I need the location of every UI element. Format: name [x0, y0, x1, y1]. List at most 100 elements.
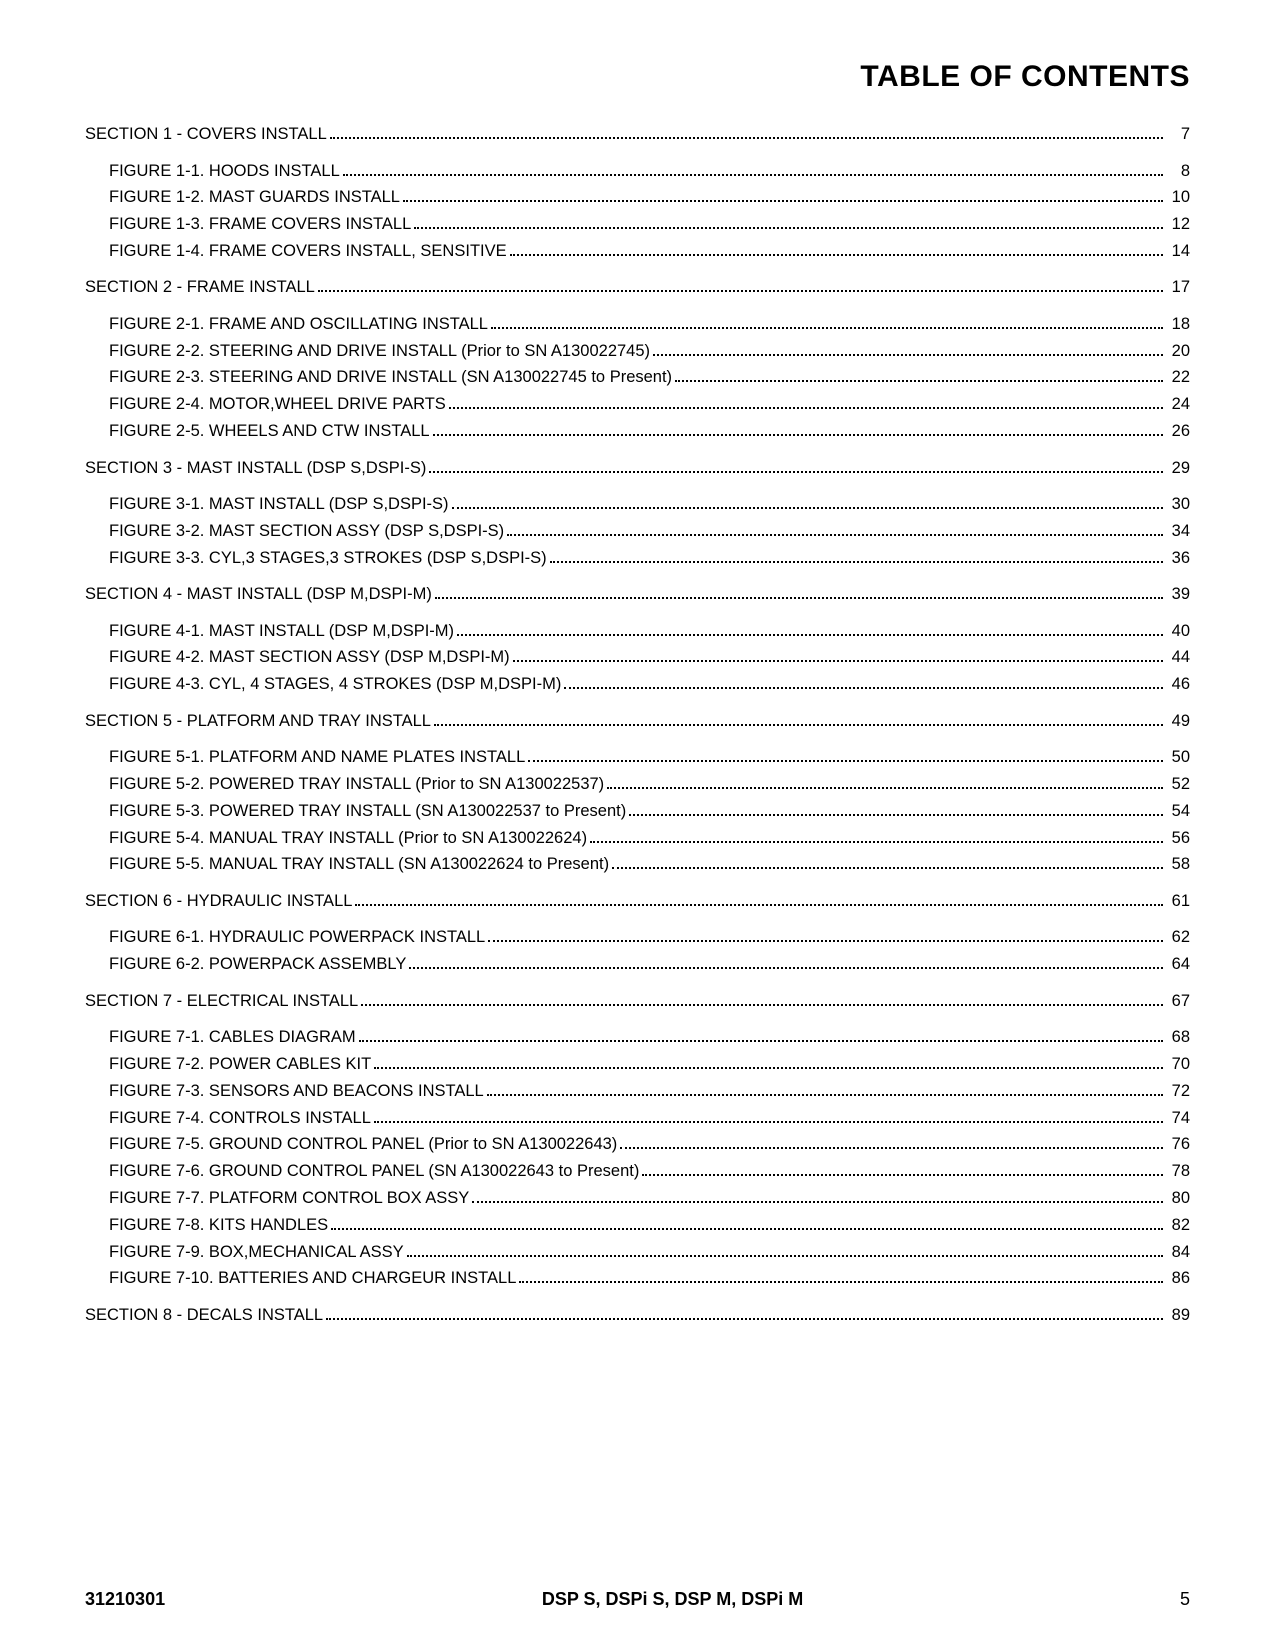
- toc-entry-page: 46: [1166, 676, 1190, 693]
- toc-entry-page: 80: [1166, 1190, 1190, 1207]
- toc-figure-row: FIGURE 7-4. CONTROLS INSTALL 74: [109, 1110, 1190, 1127]
- toc-entry-page: 36: [1166, 550, 1190, 567]
- toc-entry-label: FIGURE 1-1. HOODS INSTALL: [109, 163, 340, 180]
- toc-leader-dots: [620, 1137, 1163, 1149]
- toc-entry-label: FIGURE 4-1. MAST INSTALL (DSP M,DSPI-M): [109, 623, 454, 640]
- toc-entry-page: 84: [1166, 1244, 1190, 1261]
- toc-figure-row: FIGURE 2-2. STEERING AND DRIVE INSTALL (…: [109, 343, 1190, 360]
- toc-leader-dots: [449, 397, 1163, 409]
- toc-figure-row: FIGURE 7-3. SENSORS AND BEACONS INSTALL …: [109, 1083, 1190, 1100]
- toc-entry-page: 10: [1166, 189, 1190, 206]
- toc-leader-dots: [607, 777, 1163, 789]
- toc-entry-page: 39: [1166, 586, 1190, 603]
- page-title: TABLE OF CONTENTS: [85, 60, 1190, 94]
- toc-leader-dots: [359, 1030, 1163, 1042]
- toc-entry-page: 34: [1166, 523, 1190, 540]
- toc-entry-label: FIGURE 4-2. MAST SECTION ASSY (DSP M,DSP…: [109, 649, 510, 666]
- toc-figure-row: FIGURE 2-1. FRAME AND OSCILLATING INSTAL…: [109, 316, 1190, 333]
- toc-entry-page: 76: [1166, 1136, 1190, 1153]
- toc-section-row: SECTION 4 - MAST INSTALL (DSP M,DSPI-M) …: [85, 586, 1190, 603]
- toc-entry-label: SECTION 6 - HYDRAULIC INSTALL: [85, 893, 352, 910]
- toc-entry-label: FIGURE 3-1. MAST INSTALL (DSP S,DSPI-S): [109, 496, 449, 513]
- toc-figure-row: FIGURE 4-2. MAST SECTION ASSY (DSP M,DSP…: [109, 649, 1190, 666]
- toc-entry-page: 54: [1166, 803, 1190, 820]
- toc-entry-label: FIGURE 6-2. POWERPACK ASSEMBLY: [109, 956, 406, 973]
- toc-entry-page: 20: [1166, 343, 1190, 360]
- toc-leader-dots: [590, 830, 1163, 842]
- toc-entry-label: FIGURE 2-2. STEERING AND DRIVE INSTALL (…: [109, 343, 650, 360]
- toc-entry-page: 29: [1166, 460, 1190, 477]
- footer-model-list: DSP S, DSPi S, DSP M, DSPi M: [542, 1589, 803, 1610]
- toc-entry-page: 61: [1166, 893, 1190, 910]
- toc-leader-dots: [433, 424, 1163, 436]
- toc-leader-dots: [507, 524, 1163, 536]
- toc-figure-row: FIGURE 2-4. MOTOR,WHEEL DRIVE PARTS 24: [109, 396, 1190, 413]
- toc-entry-label: SECTION 2 - FRAME INSTALL: [85, 279, 315, 296]
- toc-figure-row: FIGURE 1-1. HOODS INSTALL 8: [109, 163, 1190, 180]
- toc-entry-label: FIGURE 2-1. FRAME AND OSCILLATING INSTAL…: [109, 316, 488, 333]
- toc-figure-row: FIGURE 4-1. MAST INSTALL (DSP M,DSPI-M) …: [109, 623, 1190, 640]
- toc-entry-page: 89: [1166, 1307, 1190, 1324]
- toc-leader-dots: [343, 163, 1163, 175]
- toc-section-row: SECTION 6 - HYDRAULIC INSTALL 61: [85, 893, 1190, 910]
- toc-entry-label: SECTION 5 - PLATFORM AND TRAY INSTALL: [85, 713, 431, 730]
- toc-entry-label: FIGURE 2-3. STEERING AND DRIVE INSTALL (…: [109, 369, 672, 386]
- toc-figure-row: FIGURE 1-3. FRAME COVERS INSTALL 12: [109, 216, 1190, 233]
- toc-entry-page: 72: [1166, 1083, 1190, 1100]
- toc-entry-page: 67: [1166, 993, 1190, 1010]
- toc-entry-label: FIGURE 6-1. HYDRAULIC POWERPACK INSTALL: [109, 929, 485, 946]
- toc-entry-label: FIGURE 5-1. PLATFORM AND NAME PLATES INS…: [109, 749, 525, 766]
- toc-leader-dots: [513, 650, 1163, 662]
- toc-leader-dots: [374, 1110, 1163, 1122]
- toc-figure-row: FIGURE 1-2. MAST GUARDS INSTALL 10: [109, 189, 1190, 206]
- toc-leader-dots: [361, 993, 1163, 1005]
- toc-entry-label: FIGURE 3-3. CYL,3 STAGES,3 STROKES (DSP …: [109, 550, 547, 567]
- toc-entry-page: 86: [1166, 1270, 1190, 1287]
- toc-figure-row: FIGURE 7-1. CABLES DIAGRAM 68: [109, 1029, 1190, 1046]
- toc-figure-row: FIGURE 7-8. KITS HANDLES 82: [109, 1217, 1190, 1234]
- toc-entry-label: FIGURE 2-5. WHEELS AND CTW INSTALL: [109, 423, 430, 440]
- toc-entry-page: 52: [1166, 776, 1190, 793]
- toc-entry-label: FIGURE 5-3. POWERED TRAY INSTALL (SN A13…: [109, 803, 626, 820]
- toc-leader-dots: [331, 1217, 1163, 1229]
- footer-doc-number: 31210301: [85, 1589, 165, 1610]
- toc-figure-row: FIGURE 3-3. CYL,3 STAGES,3 STROKES (DSP …: [109, 550, 1190, 567]
- toc-entry-label: FIGURE 7-6. GROUND CONTROL PANEL (SN A13…: [109, 1163, 639, 1180]
- toc-entry-page: 14: [1166, 243, 1190, 260]
- toc-entry-page: 18: [1166, 316, 1190, 333]
- toc-entry-label: SECTION 4 - MAST INSTALL (DSP M,DSPI-M): [85, 586, 432, 603]
- toc-figure-row: FIGURE 2-3. STEERING AND DRIVE INSTALL (…: [109, 369, 1190, 386]
- toc-section-row: SECTION 8 - DECALS INSTALL 89: [85, 1307, 1190, 1324]
- toc-entry-label: FIGURE 7-4. CONTROLS INSTALL: [109, 1110, 371, 1127]
- toc-leader-dots: [452, 497, 1163, 509]
- toc-figure-row: FIGURE 5-3. POWERED TRAY INSTALL (SN A13…: [109, 803, 1190, 820]
- toc-figure-row: FIGURE 4-3. CYL, 4 STAGES, 4 STROKES (DS…: [109, 676, 1190, 693]
- page: TABLE OF CONTENTS SECTION 1 - COVERS INS…: [0, 0, 1275, 1650]
- toc-entry-label: SECTION 3 - MAST INSTALL (DSP S,DSPI-S): [85, 460, 426, 477]
- toc-leader-dots: [491, 317, 1163, 329]
- toc-figure-row: FIGURE 5-4. MANUAL TRAY INSTALL (Prior t…: [109, 830, 1190, 847]
- toc-entry-label: FIGURE 1-2. MAST GUARDS INSTALL: [109, 189, 400, 206]
- toc-figure-row: FIGURE 7-10. BATTERIES AND CHARGEUR INST…: [109, 1270, 1190, 1287]
- toc-entry-label: SECTION 8 - DECALS INSTALL: [85, 1307, 323, 1324]
- toc-leader-dots: [550, 550, 1163, 562]
- toc-figure-row: FIGURE 3-1. MAST INSTALL (DSP S,DSPI-S) …: [109, 496, 1190, 513]
- toc-entry-label: SECTION 7 - ELECTRICAL INSTALL: [85, 993, 358, 1010]
- toc-figure-row: FIGURE 6-1. HYDRAULIC POWERPACK INSTALL …: [109, 929, 1190, 946]
- toc-entry-label: FIGURE 3-2. MAST SECTION ASSY (DSP S,DSP…: [109, 523, 504, 540]
- toc-leader-dots: [403, 190, 1163, 202]
- toc-leader-dots: [429, 460, 1163, 472]
- toc-entry-label: FIGURE 7-7. PLATFORM CONTROL BOX ASSY: [109, 1190, 469, 1207]
- toc-entry-page: 70: [1166, 1056, 1190, 1073]
- toc-figure-row: FIGURE 7-7. PLATFORM CONTROL BOX ASSY 80: [109, 1190, 1190, 1207]
- toc-leader-dots: [612, 857, 1163, 869]
- toc-figure-row: FIGURE 5-1. PLATFORM AND NAME PLATES INS…: [109, 749, 1190, 766]
- toc-entry-page: 49: [1166, 713, 1190, 730]
- toc-leader-dots: [330, 127, 1163, 139]
- toc-leader-dots: [519, 1271, 1163, 1283]
- toc-entry-page: 50: [1166, 749, 1190, 766]
- toc-leader-dots: [472, 1191, 1163, 1203]
- toc-entry-page: 7: [1166, 126, 1190, 143]
- toc-figure-row: FIGURE 7-6. GROUND CONTROL PANEL (SN A13…: [109, 1163, 1190, 1180]
- toc-leader-dots: [414, 217, 1163, 229]
